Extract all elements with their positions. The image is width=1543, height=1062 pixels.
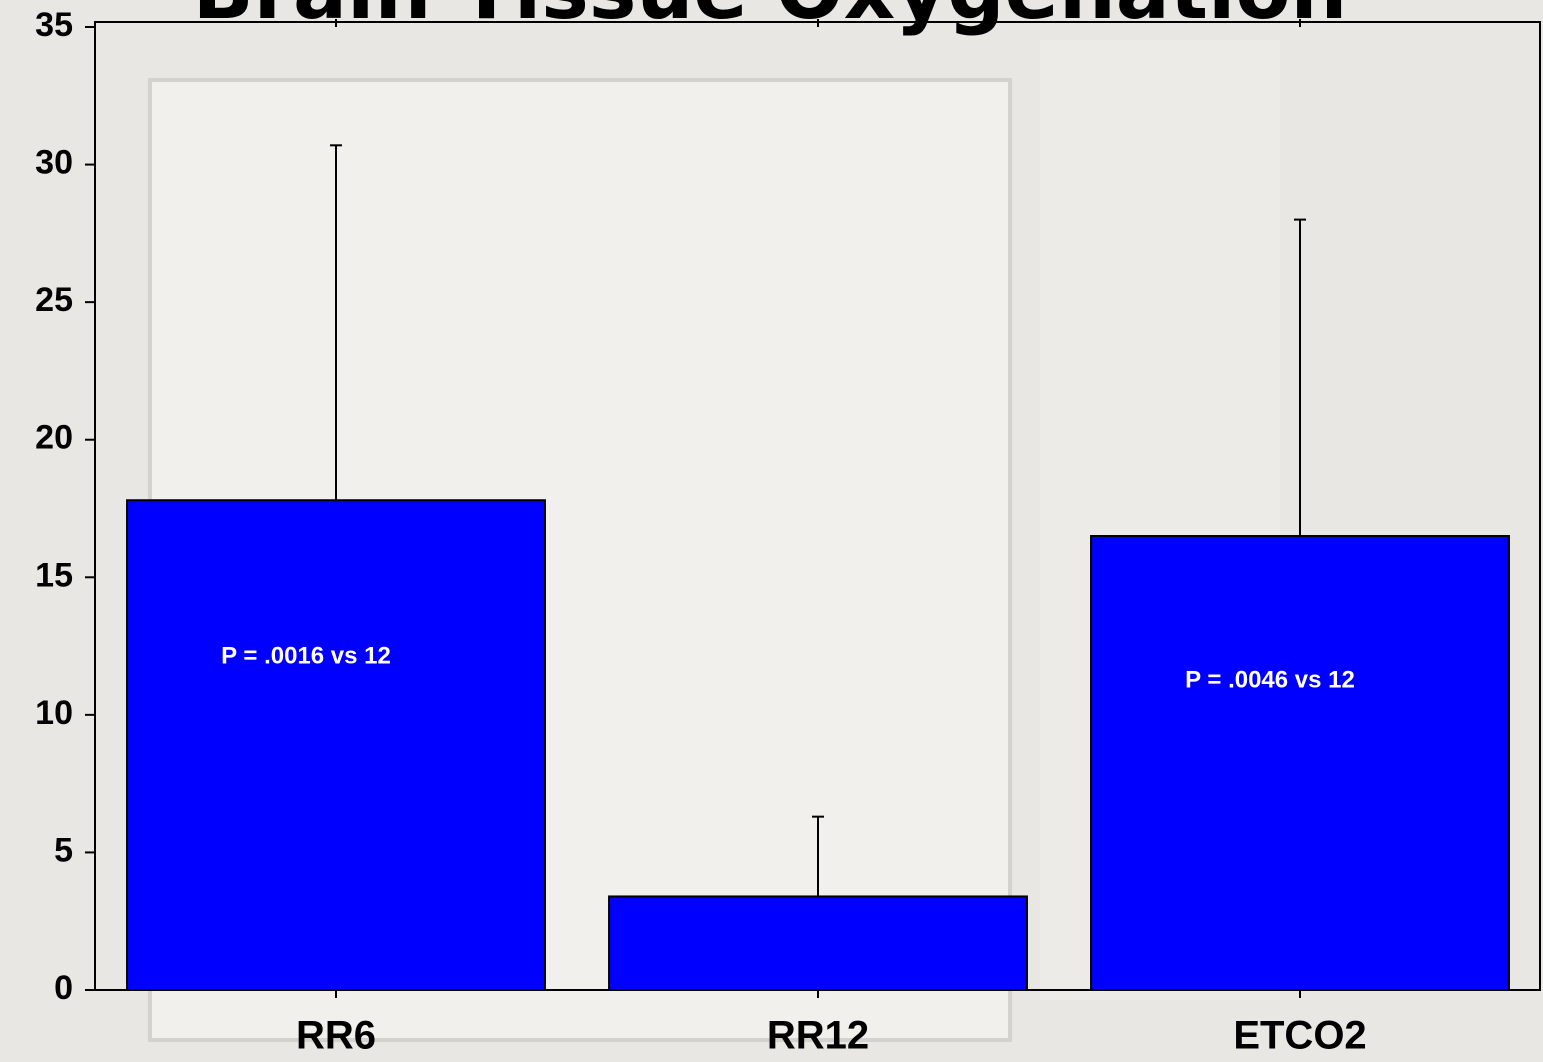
y-tick-label: 35	[35, 6, 73, 44]
annotation: P = .0046 vs 12	[1185, 667, 1355, 694]
x-tick-label: RR12	[767, 1014, 869, 1058]
bar	[1091, 536, 1509, 990]
y-tick-label: 5	[54, 831, 73, 869]
y-tick-label: 30	[35, 144, 73, 182]
annotation: P = .0016 vs 12	[221, 642, 391, 669]
y-tick-label: 10	[35, 694, 73, 732]
page: Brain Tissue Oxygenation 0 5 10 15 20 25 30 35 P…	[0, 0, 1543, 1062]
y-tick-label: 0	[54, 969, 73, 1007]
y-tick-label: 15	[35, 556, 73, 594]
x-tick-label: RR6	[296, 1014, 376, 1058]
x-tick-label: ETCO2	[1233, 1014, 1366, 1058]
chart-title: Brain Tissue Oxygenation	[193, 0, 1348, 37]
y-tick-label: 25	[35, 281, 73, 319]
bar	[609, 896, 1027, 990]
bar	[127, 500, 545, 990]
y-tick-label: 20	[35, 419, 73, 457]
chart: Brain Tissue Oxygenation 0 5 10 15 20 25 30 35 P…	[0, 0, 1543, 1062]
